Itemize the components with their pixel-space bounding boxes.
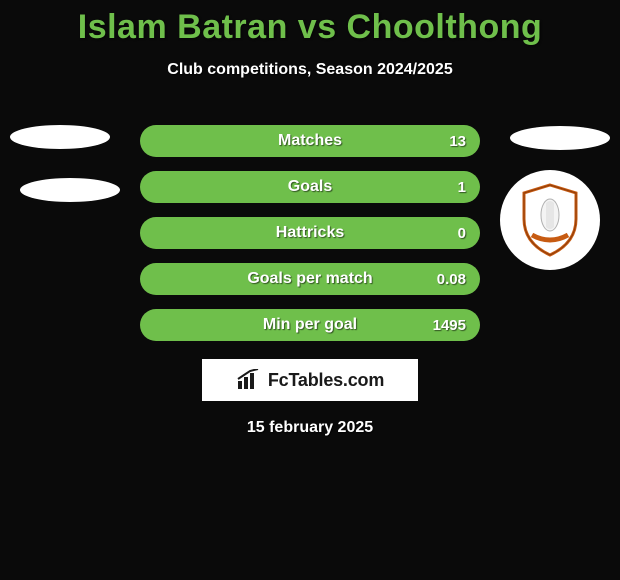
stat-value-right: 0.08: [437, 271, 466, 288]
stat-pill-goals: Goals 1: [140, 171, 480, 203]
stat-pill-min-per-goal: Min per goal 1495: [140, 309, 480, 341]
stat-value-right: 1495: [433, 317, 466, 334]
stat-row: Goals per match 0.08: [0, 263, 620, 295]
stat-label: Hattricks: [276, 224, 344, 242]
left-player-badge-1: [10, 125, 110, 149]
brand-box[interactable]: FcTables.com: [202, 359, 418, 401]
bar-chart-icon: [236, 369, 262, 391]
stat-pill-hattricks: Hattricks 0: [140, 217, 480, 249]
stat-value-right: 1: [458, 179, 466, 196]
shield-icon: [518, 183, 582, 257]
comparison-subtitle: Club competitions, Season 2024/2025: [0, 61, 620, 79]
stat-label: Min per goal: [263, 316, 357, 334]
stat-label: Matches: [278, 132, 342, 150]
right-player-badge-1: [510, 126, 610, 150]
comparison-title: Islam Batran vs Choolthong: [0, 0, 620, 47]
stat-pill-matches: Matches 13: [140, 125, 480, 157]
stat-pill-goals-per-match: Goals per match 0.08: [140, 263, 480, 295]
stat-value-right: 0: [458, 225, 466, 242]
comparison-date: 15 february 2025: [0, 419, 620, 437]
stat-value-right: 13: [449, 133, 466, 150]
right-club-badge: [500, 170, 600, 270]
stat-label: Goals: [288, 178, 332, 196]
stat-label: Goals per match: [247, 270, 372, 288]
left-player-badge-2: [20, 178, 120, 202]
stat-row: Min per goal 1495: [0, 309, 620, 341]
brand-text: FcTables.com: [268, 370, 384, 391]
